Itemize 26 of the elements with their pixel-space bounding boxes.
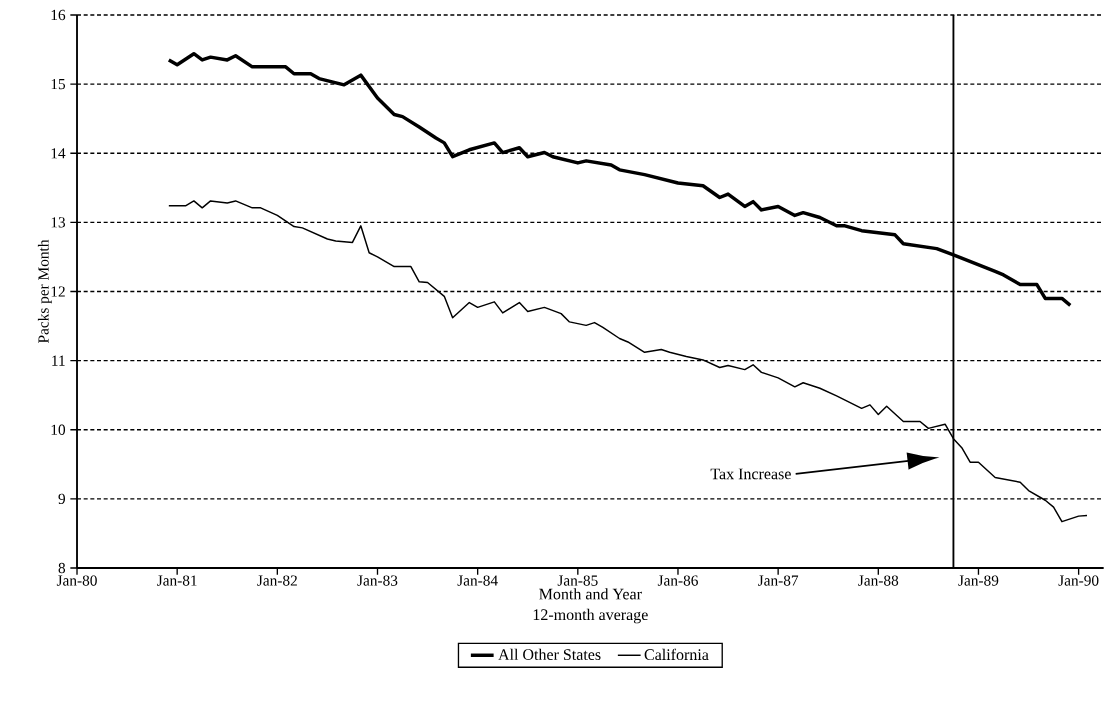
x-tick-label: Jan-90 [1058, 575, 1099, 586]
x-tick-label: Jan-86 [657, 575, 698, 586]
y-tick-label: 10 [51, 424, 66, 435]
y-tick-label: 12 [51, 286, 65, 297]
x-tick-label: Jan-89 [958, 575, 999, 586]
x-tick-label: Jan-80 [56, 575, 97, 586]
legend-label: California [644, 648, 709, 661]
text: 12-month average [533, 608, 648, 624]
y-axis-title: Packs per Month [37, 239, 52, 344]
y-tick-label: 15 [51, 78, 66, 90]
x-axis-title: Month and Year [539, 588, 642, 600]
x-tick-label: Jan-83 [357, 575, 398, 586]
x-tick-label: Jan-81 [157, 575, 197, 586]
x-tick-label: Jan-85 [557, 575, 598, 586]
y-tick-label: 14 [51, 148, 66, 159]
x-tick-label: Jan-82 [257, 575, 297, 586]
y-tick-label: 13 [51, 217, 66, 228]
x-tick-label: Jan-87 [758, 575, 799, 586]
annotation: Tax Increase [710, 468, 791, 480]
legend-label: All Other States [498, 648, 601, 660]
x-tick-label: Jan-84 [457, 575, 498, 586]
y-tick-label: 11 [52, 355, 65, 366]
y-tick-label: 16 [51, 9, 66, 21]
y-tick-label: 9 [58, 493, 65, 505]
x-tick-label: Jan-88 [858, 575, 899, 586]
y-tick-label: 8 [58, 562, 66, 574]
